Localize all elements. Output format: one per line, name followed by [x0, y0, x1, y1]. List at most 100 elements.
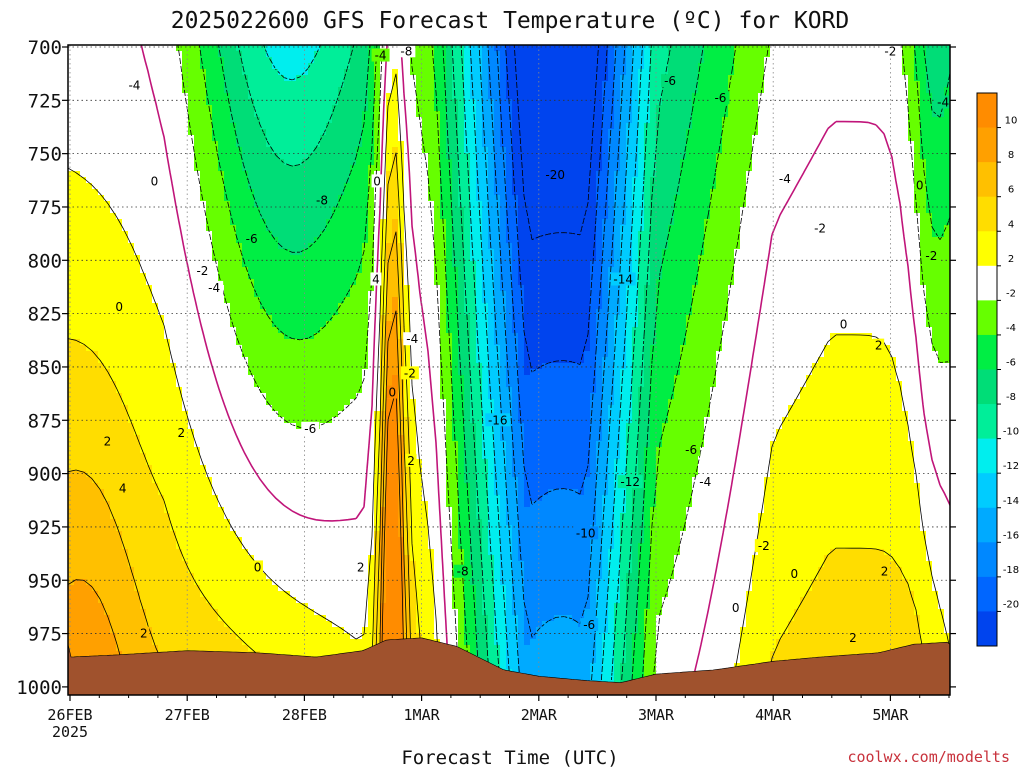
temperature-cell	[68, 453, 75, 460]
temperature-cell	[146, 243, 153, 250]
temperature-cell	[146, 141, 153, 148]
temperature-cell	[206, 141, 213, 148]
temperature-cell	[290, 357, 297, 364]
temperature-cell	[194, 429, 201, 436]
temperature-cell	[128, 345, 135, 352]
temperature-cell	[92, 597, 99, 604]
temperature-cell	[116, 123, 123, 130]
temperature-cell	[188, 285, 195, 292]
temperature-cell	[332, 159, 339, 166]
temperature-cell	[80, 453, 87, 460]
temperature-cell	[296, 459, 303, 466]
temperature-cell	[266, 399, 273, 406]
temperature-cell	[230, 585, 237, 592]
temperature-cell	[338, 531, 345, 538]
temperature-cell	[290, 453, 297, 460]
temperature-cell	[242, 585, 249, 592]
temperature-cell	[212, 369, 219, 376]
temperature-cell	[176, 339, 183, 346]
temperature-cell	[242, 99, 249, 106]
temperature-cell	[260, 165, 267, 172]
temperature-cell	[278, 423, 285, 430]
temperature-cell	[266, 405, 273, 412]
temperature-cell	[338, 555, 345, 562]
temperature-cell	[194, 183, 201, 190]
temperature-cell	[212, 141, 219, 148]
temperature-cell	[98, 147, 105, 154]
temperature-cell	[140, 501, 147, 508]
temperature-cell	[242, 387, 249, 394]
temperature-cell	[80, 87, 87, 94]
temperature-cell	[92, 483, 99, 490]
temperature-cell	[152, 363, 159, 370]
temperature-cell	[266, 135, 273, 142]
temperature-cell	[266, 63, 273, 70]
temperature-cell	[104, 45, 111, 52]
temperature-cell	[272, 183, 279, 190]
temperature-cell	[116, 495, 123, 502]
temperature-cell	[212, 81, 219, 88]
temperature-cell	[272, 627, 279, 634]
temperature-cell	[338, 231, 345, 238]
temperature-cell	[98, 117, 105, 124]
temperature-cell	[104, 363, 111, 370]
temperature-cell	[284, 153, 291, 160]
temperature-cell	[254, 45, 261, 52]
temperature-cell	[218, 645, 225, 652]
temperature-cell	[104, 447, 111, 454]
temperature-cell	[230, 291, 237, 298]
temperature-cell	[152, 543, 159, 550]
temperature-cell	[212, 609, 219, 616]
temperature-cell	[272, 249, 279, 256]
temperature-cell	[80, 591, 87, 598]
temperature-cell	[278, 297, 285, 304]
temperature-cell	[290, 645, 297, 652]
temperature-cell	[272, 585, 279, 592]
temperature-cell	[140, 489, 147, 496]
temperature-cell	[236, 273, 243, 280]
temperature-cell	[182, 441, 189, 448]
temperature-cell	[248, 333, 255, 340]
temperature-cell	[224, 441, 231, 448]
temperature-cell	[74, 225, 81, 232]
temperature-cell	[80, 345, 87, 352]
temperature-cell	[266, 471, 273, 478]
temperature-cell	[260, 585, 267, 592]
temperature-cell	[212, 93, 219, 100]
temperature-cell	[254, 243, 261, 250]
temperature-cell	[200, 615, 207, 622]
temperature-cell	[146, 405, 153, 412]
temperature-cell	[134, 273, 141, 280]
temperature-cell	[254, 117, 261, 124]
temperature-cell	[134, 525, 141, 532]
temperature-cell	[116, 105, 123, 112]
temperature-cell	[278, 147, 285, 154]
temperature-cell	[320, 159, 327, 166]
temperature-cell	[308, 597, 315, 604]
temperature-cell	[302, 201, 309, 208]
temperature-cell	[332, 435, 339, 442]
temperature-cell	[200, 81, 207, 88]
temperature-cell	[332, 207, 339, 214]
temperature-cell	[164, 177, 171, 184]
temperature-cell	[194, 363, 201, 370]
temperature-cell	[158, 213, 165, 220]
temperature-cell	[122, 615, 129, 622]
temperature-cell	[254, 555, 261, 562]
temperature-cell	[182, 201, 189, 208]
temperature-cell	[188, 441, 195, 448]
temperature-cell	[110, 219, 117, 226]
temperature-cell	[308, 633, 315, 640]
temperature-cell	[218, 405, 225, 412]
temperature-cell	[338, 393, 345, 400]
temperature-cell	[164, 597, 171, 604]
temperature-cell	[290, 387, 297, 394]
temperature-cell	[80, 627, 87, 634]
temperature-cell	[242, 159, 249, 166]
temperature-cell	[140, 237, 147, 244]
temperature-cell	[254, 579, 261, 586]
temperature-cell	[80, 651, 87, 658]
temperature-cell	[188, 147, 195, 154]
temperature-cell	[332, 471, 339, 478]
temperature-cell	[104, 339, 111, 346]
